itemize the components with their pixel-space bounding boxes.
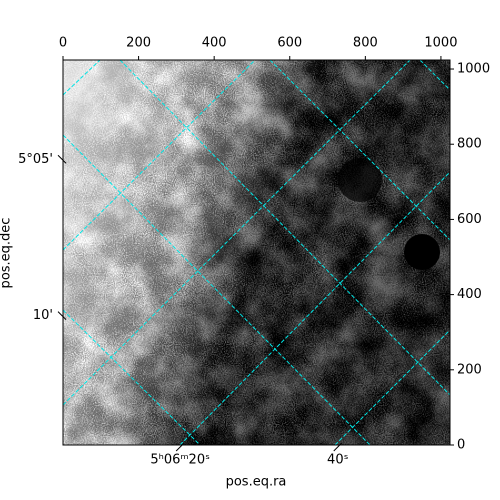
dec-tick (57, 154, 67, 164)
y-tick-label: 200 (457, 362, 482, 377)
wcs-grid-line (334, 329, 450, 445)
dec-tick (57, 311, 67, 321)
wcs-grid-line (63, 309, 201, 445)
wcs-grid-line (63, 60, 256, 251)
wcs-grid-line (269, 60, 450, 241)
x-tick-label: 600 (277, 36, 302, 51)
y-tick-label: 600 (457, 212, 482, 227)
plot-frame (62, 59, 451, 446)
x-tick-label: 400 (202, 36, 227, 51)
y-axis-label: pos.eq.dec (0, 218, 14, 289)
wcs-grid-line (63, 60, 411, 406)
ra-tick-label: 5ʰ06ᵐ20ˢ (150, 453, 210, 468)
ra-tick (175, 442, 185, 452)
ra-tick (333, 442, 343, 452)
x-tick-label: 1000 (424, 36, 457, 51)
y-tick-label: 800 (457, 137, 482, 152)
x-tick-label: 200 (126, 36, 151, 51)
wcs-grid-line (179, 171, 450, 445)
wcs-grid-line (63, 134, 371, 445)
y-tick-label: 1000 (457, 62, 490, 77)
y-tick-label: 400 (457, 287, 482, 302)
x-tick-label: 0 (59, 36, 67, 51)
coordinate-grid (63, 60, 450, 445)
wcs-grid-line (63, 60, 101, 96)
wcs-grid-line (119, 60, 450, 396)
dec-tick-label: 10' (33, 308, 53, 323)
y-tick-label: 0 (457, 438, 465, 453)
dec-tick-label: 5°05' (18, 152, 53, 167)
ra-tick-label: 40ˢ (327, 453, 349, 468)
x-axis-label: pos.eq.ra (226, 475, 287, 490)
x-tick-label: 800 (353, 36, 378, 51)
sky-image (63, 60, 450, 445)
wcs-grid-line (419, 60, 450, 91)
